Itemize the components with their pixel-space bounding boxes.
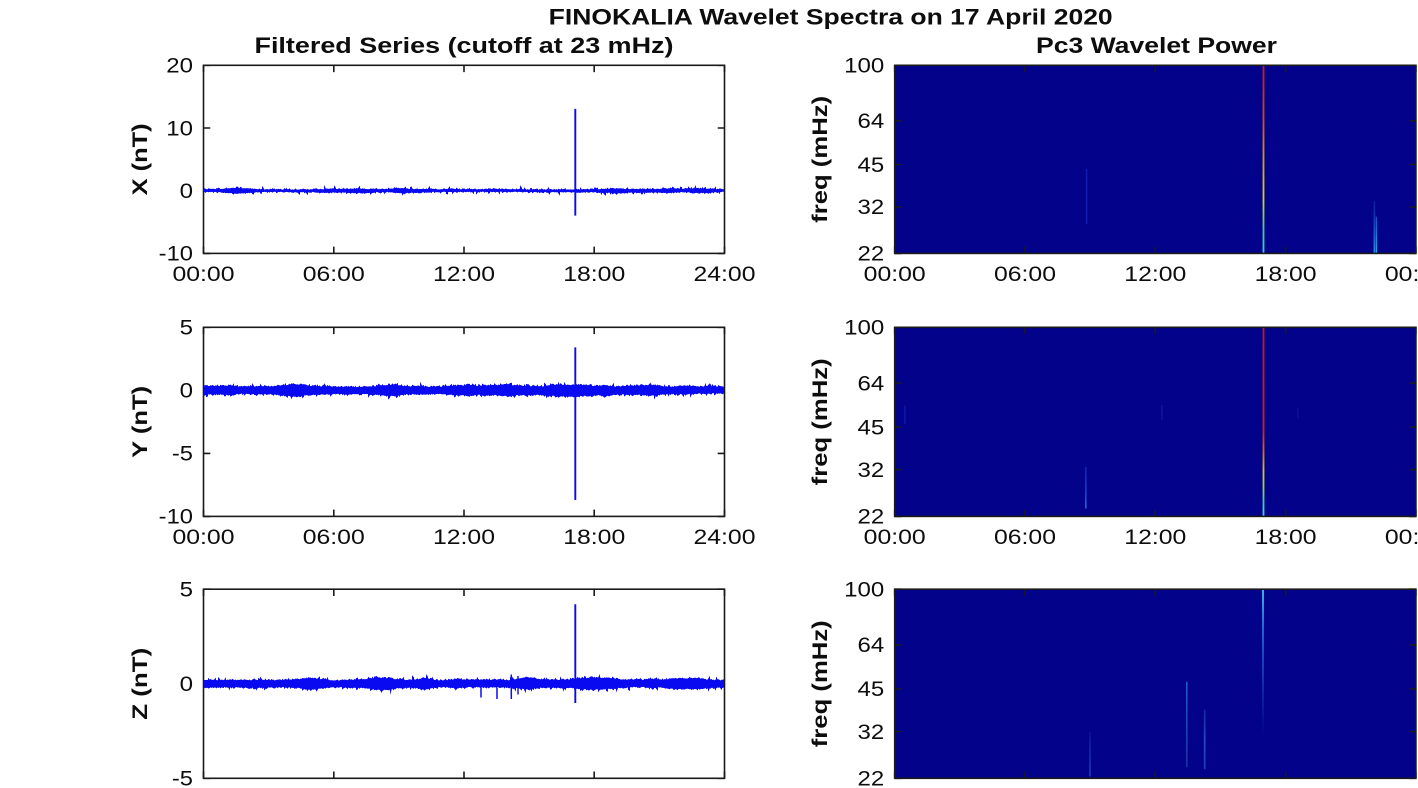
svg-text:-10: -10 [159, 243, 193, 266]
svg-text:12:00: 12:00 [433, 526, 495, 549]
svg-text:06:00: 06:00 [994, 263, 1056, 286]
svg-text:64: 64 [858, 634, 885, 657]
svg-text:22: 22 [858, 768, 885, 788]
svg-text:-5: -5 [172, 443, 193, 466]
svg-text:00:00: 00:00 [1385, 526, 1418, 549]
svg-text:Filtered Series (cutoff at 23: Filtered Series (cutoff at 23 mHz) [255, 33, 674, 58]
svg-text:-10: -10 [159, 506, 193, 529]
svg-text:freq (mHz): freq (mHz) [809, 96, 832, 223]
svg-text:00:00: 00:00 [1385, 263, 1418, 286]
svg-text:32: 32 [858, 721, 885, 744]
svg-text:24:00: 24:00 [694, 526, 756, 549]
svg-text:5: 5 [180, 579, 193, 602]
svg-text:45: 45 [858, 154, 885, 177]
svg-text:12:00: 12:00 [433, 263, 495, 286]
svg-text:64: 64 [858, 372, 885, 395]
svg-text:12:00: 12:00 [1124, 526, 1186, 549]
svg-text:5: 5 [180, 317, 193, 340]
svg-text:18:00: 18:00 [1255, 526, 1317, 549]
svg-text:45: 45 [858, 678, 885, 701]
svg-text:18:00: 18:00 [1255, 263, 1317, 286]
svg-text:100: 100 [844, 55, 884, 78]
svg-text:0: 0 [180, 180, 193, 203]
svg-text:06:00: 06:00 [303, 263, 365, 286]
svg-text:freq (mHz): freq (mHz) [809, 358, 832, 485]
svg-text:Pc3 Wavelet Power: Pc3 Wavelet Power [1036, 33, 1278, 58]
svg-text:10: 10 [166, 117, 193, 140]
svg-text:18:00: 18:00 [563, 526, 625, 549]
svg-text:18:00: 18:00 [563, 263, 625, 286]
svg-text:100: 100 [844, 579, 884, 602]
svg-text:12:00: 12:00 [1124, 263, 1186, 286]
svg-text:06:00: 06:00 [303, 526, 365, 549]
svg-text:FINOKALIA Wavelet Spectra on 1: FINOKALIA Wavelet Spectra on 17 April 20… [549, 4, 1113, 29]
svg-text:00:00: 00:00 [864, 263, 926, 286]
svg-text:22: 22 [858, 243, 885, 266]
svg-text:00:00: 00:00 [173, 263, 235, 286]
svg-text:64: 64 [858, 110, 885, 133]
svg-text:06:00: 06:00 [994, 526, 1056, 549]
svg-text:-5: -5 [172, 768, 193, 788]
svg-text:22: 22 [858, 506, 885, 529]
svg-text:Z (nT): Z (nT) [129, 648, 152, 720]
svg-text:freq (mHz): freq (mHz) [809, 620, 832, 747]
svg-text:32: 32 [858, 459, 885, 482]
svg-text:00:00: 00:00 [173, 526, 235, 549]
svg-text:24:00: 24:00 [694, 263, 756, 286]
svg-text:32: 32 [858, 196, 885, 219]
svg-text:0: 0 [180, 380, 193, 403]
svg-text:00:00: 00:00 [864, 526, 926, 549]
svg-text:45: 45 [858, 416, 885, 439]
svg-text:Y (nT): Y (nT) [129, 386, 152, 458]
svg-text:100: 100 [844, 317, 884, 340]
svg-text:X (nT): X (nT) [129, 123, 152, 195]
svg-text:20: 20 [166, 55, 193, 78]
svg-text:0: 0 [180, 673, 193, 696]
